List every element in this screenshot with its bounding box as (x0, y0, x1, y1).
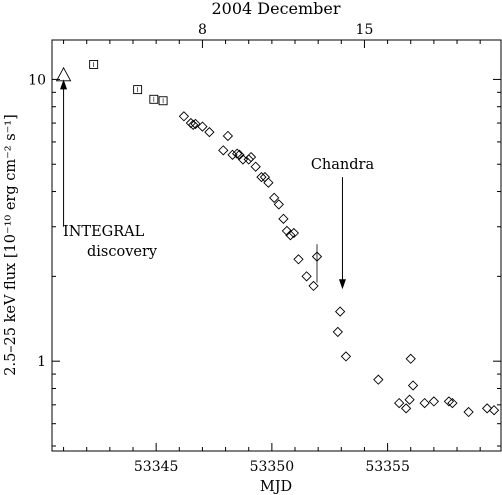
diamond-point (243, 154, 254, 165)
diamond-point (285, 230, 296, 241)
diamond-point (340, 351, 352, 362)
diamond-point (204, 126, 215, 138)
diamond-point (394, 397, 405, 409)
y-tick-label: 1 (37, 354, 46, 370)
plot-frame (51, 39, 502, 452)
diamond-point (222, 130, 234, 142)
diamond-point (405, 353, 416, 364)
diamond-point (227, 149, 238, 160)
diamond-point (178, 111, 190, 122)
chandra-label: Chandra (311, 157, 375, 173)
diamond-point (197, 121, 208, 132)
x-tick-label: 53345 (134, 459, 179, 475)
diamond-point (335, 306, 346, 317)
diamond-point (256, 171, 267, 183)
square-point (149, 94, 159, 104)
diamond-point (400, 403, 412, 414)
top-axis-title: 2004 December (211, 0, 340, 18)
diamond-point (234, 149, 245, 160)
diamond-point (428, 396, 440, 407)
axis-ticks: 53345 53350 53355 8 15 1 10 (28, 22, 501, 475)
diamond-point (269, 192, 280, 203)
diamond-point (407, 380, 419, 391)
diamond-point (308, 280, 319, 292)
diamond-point (232, 148, 243, 159)
x-tick-label: 53355 (365, 459, 410, 475)
integral-label: INTEGRAL (63, 224, 145, 240)
diamond-point (301, 271, 312, 282)
square-point (89, 60, 99, 69)
y-tick-label: 10 (28, 72, 46, 88)
square-point (133, 85, 143, 95)
diamond-point (332, 326, 343, 338)
diamond-point (278, 213, 289, 224)
diamond-point (447, 397, 458, 409)
diamond-point (188, 119, 199, 130)
diamond-point (263, 177, 274, 188)
x-tick-label: 53350 (250, 459, 295, 475)
diamond-point (488, 405, 500, 416)
top-tick-label: 15 (356, 22, 374, 38)
diamond-point (404, 394, 415, 405)
diamond-point (443, 396, 455, 407)
diamond-point (373, 374, 384, 385)
annotations: INTEGRAL discovery Chandra (60, 79, 375, 290)
diamond-point (463, 406, 474, 418)
integral-arrow-head (60, 79, 68, 90)
chandra-arrow-head (338, 279, 346, 290)
x-axis-title: MJD (260, 479, 292, 495)
y-axis-title: 2.5–25 keV flux [10⁻¹⁰ erg cm⁻² s⁻¹] (3, 114, 19, 376)
diamond-point (190, 118, 201, 130)
diamond-point (259, 171, 271, 183)
diamond-point (293, 254, 304, 265)
diamond-point (273, 199, 284, 210)
diamond-point (481, 403, 493, 414)
data-points (55, 60, 500, 418)
diamond-point (288, 227, 299, 239)
diamond-point (419, 397, 430, 409)
triangle-point (55, 66, 72, 82)
square-point (158, 96, 168, 106)
diamond-point (250, 161, 261, 172)
diamond-point (245, 151, 257, 163)
diamond-point (281, 225, 293, 237)
integral-label-line2: discovery (87, 244, 158, 260)
top-tick-label: 8 (198, 22, 207, 38)
diamond-point (218, 145, 229, 156)
